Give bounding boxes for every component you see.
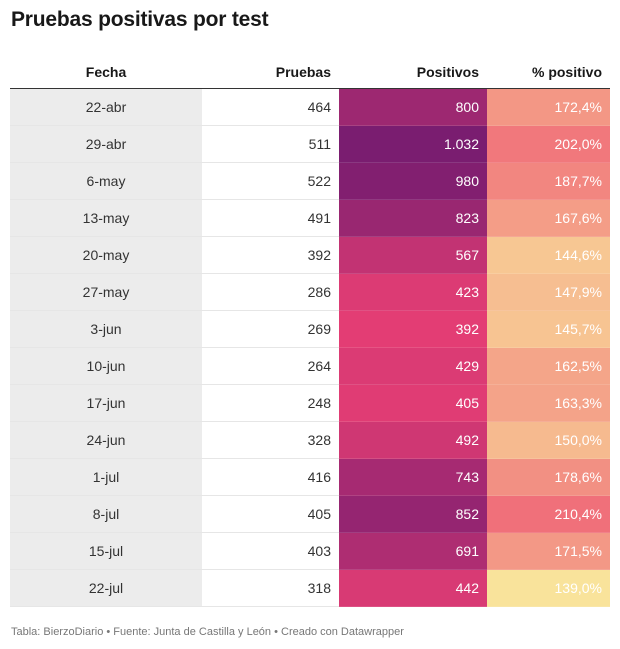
table-row: 24-jun 328 492 150,0% bbox=[10, 421, 610, 459]
cell-pct-positivo: 139,0% bbox=[487, 569, 610, 607]
column-header-pruebas[interactable]: Pruebas bbox=[275, 63, 331, 80]
cell-positivos: 691 bbox=[339, 532, 487, 570]
cell-fecha: 13-may bbox=[10, 199, 202, 237]
table-row: 6-may 522 980 187,7% bbox=[10, 162, 610, 200]
cell-pct-positivo: 171,5% bbox=[487, 532, 610, 570]
table-row: 29-abr 511 1.032 202,0% bbox=[10, 125, 610, 163]
cell-pruebas: 416 bbox=[202, 458, 339, 496]
cell-pct-positivo: 172,4% bbox=[487, 88, 610, 126]
cell-pruebas: 491 bbox=[202, 199, 339, 237]
cell-fecha: 24-jun bbox=[10, 421, 202, 459]
cell-fecha: 8-jul bbox=[10, 495, 202, 533]
cell-fecha: 1-jul bbox=[10, 458, 202, 496]
column-header-positivos[interactable]: Positivos bbox=[416, 63, 479, 80]
table-row: 17-jun 248 405 163,3% bbox=[10, 384, 610, 422]
table-row: 1-jul 416 743 178,6% bbox=[10, 458, 610, 496]
table-row: 22-abr 464 800 172,4% bbox=[10, 88, 610, 126]
table-row: 3-jun 269 392 145,7% bbox=[10, 310, 610, 348]
table-row: 8-jul 405 852 210,4% bbox=[10, 495, 610, 533]
footer-credits: Tabla: BierzoDiario • Fuente: Junta de C… bbox=[11, 626, 404, 638]
table-body: 22-abr 464 800 172,4% 29-abr 511 1.032 202,0% 6-… bbox=[10, 88, 610, 607]
table-header-row: Fecha Pruebas Positivos % positivo bbox=[10, 55, 610, 89]
cell-pct-positivo: 178,6% bbox=[487, 458, 610, 496]
cell-fecha: 15-jul bbox=[10, 532, 202, 570]
cell-fecha: 17-jun bbox=[10, 384, 202, 422]
column-header-pct-positivo[interactable]: % positivo bbox=[531, 63, 602, 80]
cell-pct-positivo: 167,6% bbox=[487, 199, 610, 237]
cell-pruebas: 464 bbox=[202, 88, 339, 126]
cell-fecha: 27-may bbox=[10, 273, 202, 311]
cell-pruebas: 403 bbox=[202, 532, 339, 570]
cell-pct-positivo: 202,0% bbox=[487, 125, 610, 163]
cell-pct-positivo: 144,6% bbox=[487, 236, 610, 274]
cell-pruebas: 405 bbox=[202, 495, 339, 533]
cell-fecha: 10-jun bbox=[10, 347, 202, 385]
cell-positivos: 800 bbox=[339, 88, 487, 126]
cell-pct-positivo: 162,5% bbox=[487, 347, 610, 385]
cell-pruebas: 392 bbox=[202, 236, 339, 274]
cell-pruebas: 248 bbox=[202, 384, 339, 422]
table-row: 22-jul 318 442 139,0% bbox=[10, 569, 610, 607]
table-row: 13-may 491 823 167,6% bbox=[10, 199, 610, 237]
cell-pruebas: 522 bbox=[202, 162, 339, 200]
cell-pruebas: 511 bbox=[202, 125, 339, 163]
cell-positivos: 429 bbox=[339, 347, 487, 385]
column-header-fecha[interactable]: Fecha bbox=[85, 63, 127, 80]
cell-positivos: 405 bbox=[339, 384, 487, 422]
table-row: 27-may 286 423 147,9% bbox=[10, 273, 610, 311]
cell-fecha: 3-jun bbox=[10, 310, 202, 348]
cell-pct-positivo: 187,7% bbox=[487, 162, 610, 200]
cell-positivos: 567 bbox=[339, 236, 487, 274]
cell-pruebas: 318 bbox=[202, 569, 339, 607]
table-row: 20-may 392 567 144,6% bbox=[10, 236, 610, 274]
cell-fecha: 20-may bbox=[10, 236, 202, 274]
cell-positivos: 492 bbox=[339, 421, 487, 459]
chart-title: Pruebas positivas por test bbox=[11, 8, 269, 31]
cell-pruebas: 328 bbox=[202, 421, 339, 459]
cell-pct-positivo: 145,7% bbox=[487, 310, 610, 348]
cell-pct-positivo: 210,4% bbox=[487, 495, 610, 533]
cell-fecha: 29-abr bbox=[10, 125, 202, 163]
cell-pct-positivo: 150,0% bbox=[487, 421, 610, 459]
cell-positivos: 743 bbox=[339, 458, 487, 496]
table-row: 10-jun 264 429 162,5% bbox=[10, 347, 610, 385]
cell-positivos: 823 bbox=[339, 199, 487, 237]
cell-pruebas: 269 bbox=[202, 310, 339, 348]
cell-pct-positivo: 147,9% bbox=[487, 273, 610, 311]
cell-positivos: 980 bbox=[339, 162, 487, 200]
cell-fecha: 22-jul bbox=[10, 569, 202, 607]
cell-positivos: 442 bbox=[339, 569, 487, 607]
table-row: 15-jul 403 691 171,5% bbox=[10, 532, 610, 570]
data-table: Fecha Pruebas Positivos % positivo 22-ab… bbox=[10, 55, 610, 607]
cell-pct-positivo: 163,3% bbox=[487, 384, 610, 422]
cell-fecha: 6-may bbox=[10, 162, 202, 200]
cell-fecha: 22-abr bbox=[10, 88, 202, 126]
cell-positivos: 1.032 bbox=[339, 125, 487, 163]
cell-positivos: 852 bbox=[339, 495, 487, 533]
cell-positivos: 423 bbox=[339, 273, 487, 311]
cell-pruebas: 286 bbox=[202, 273, 339, 311]
cell-pruebas: 264 bbox=[202, 347, 339, 385]
cell-positivos: 392 bbox=[339, 310, 487, 348]
